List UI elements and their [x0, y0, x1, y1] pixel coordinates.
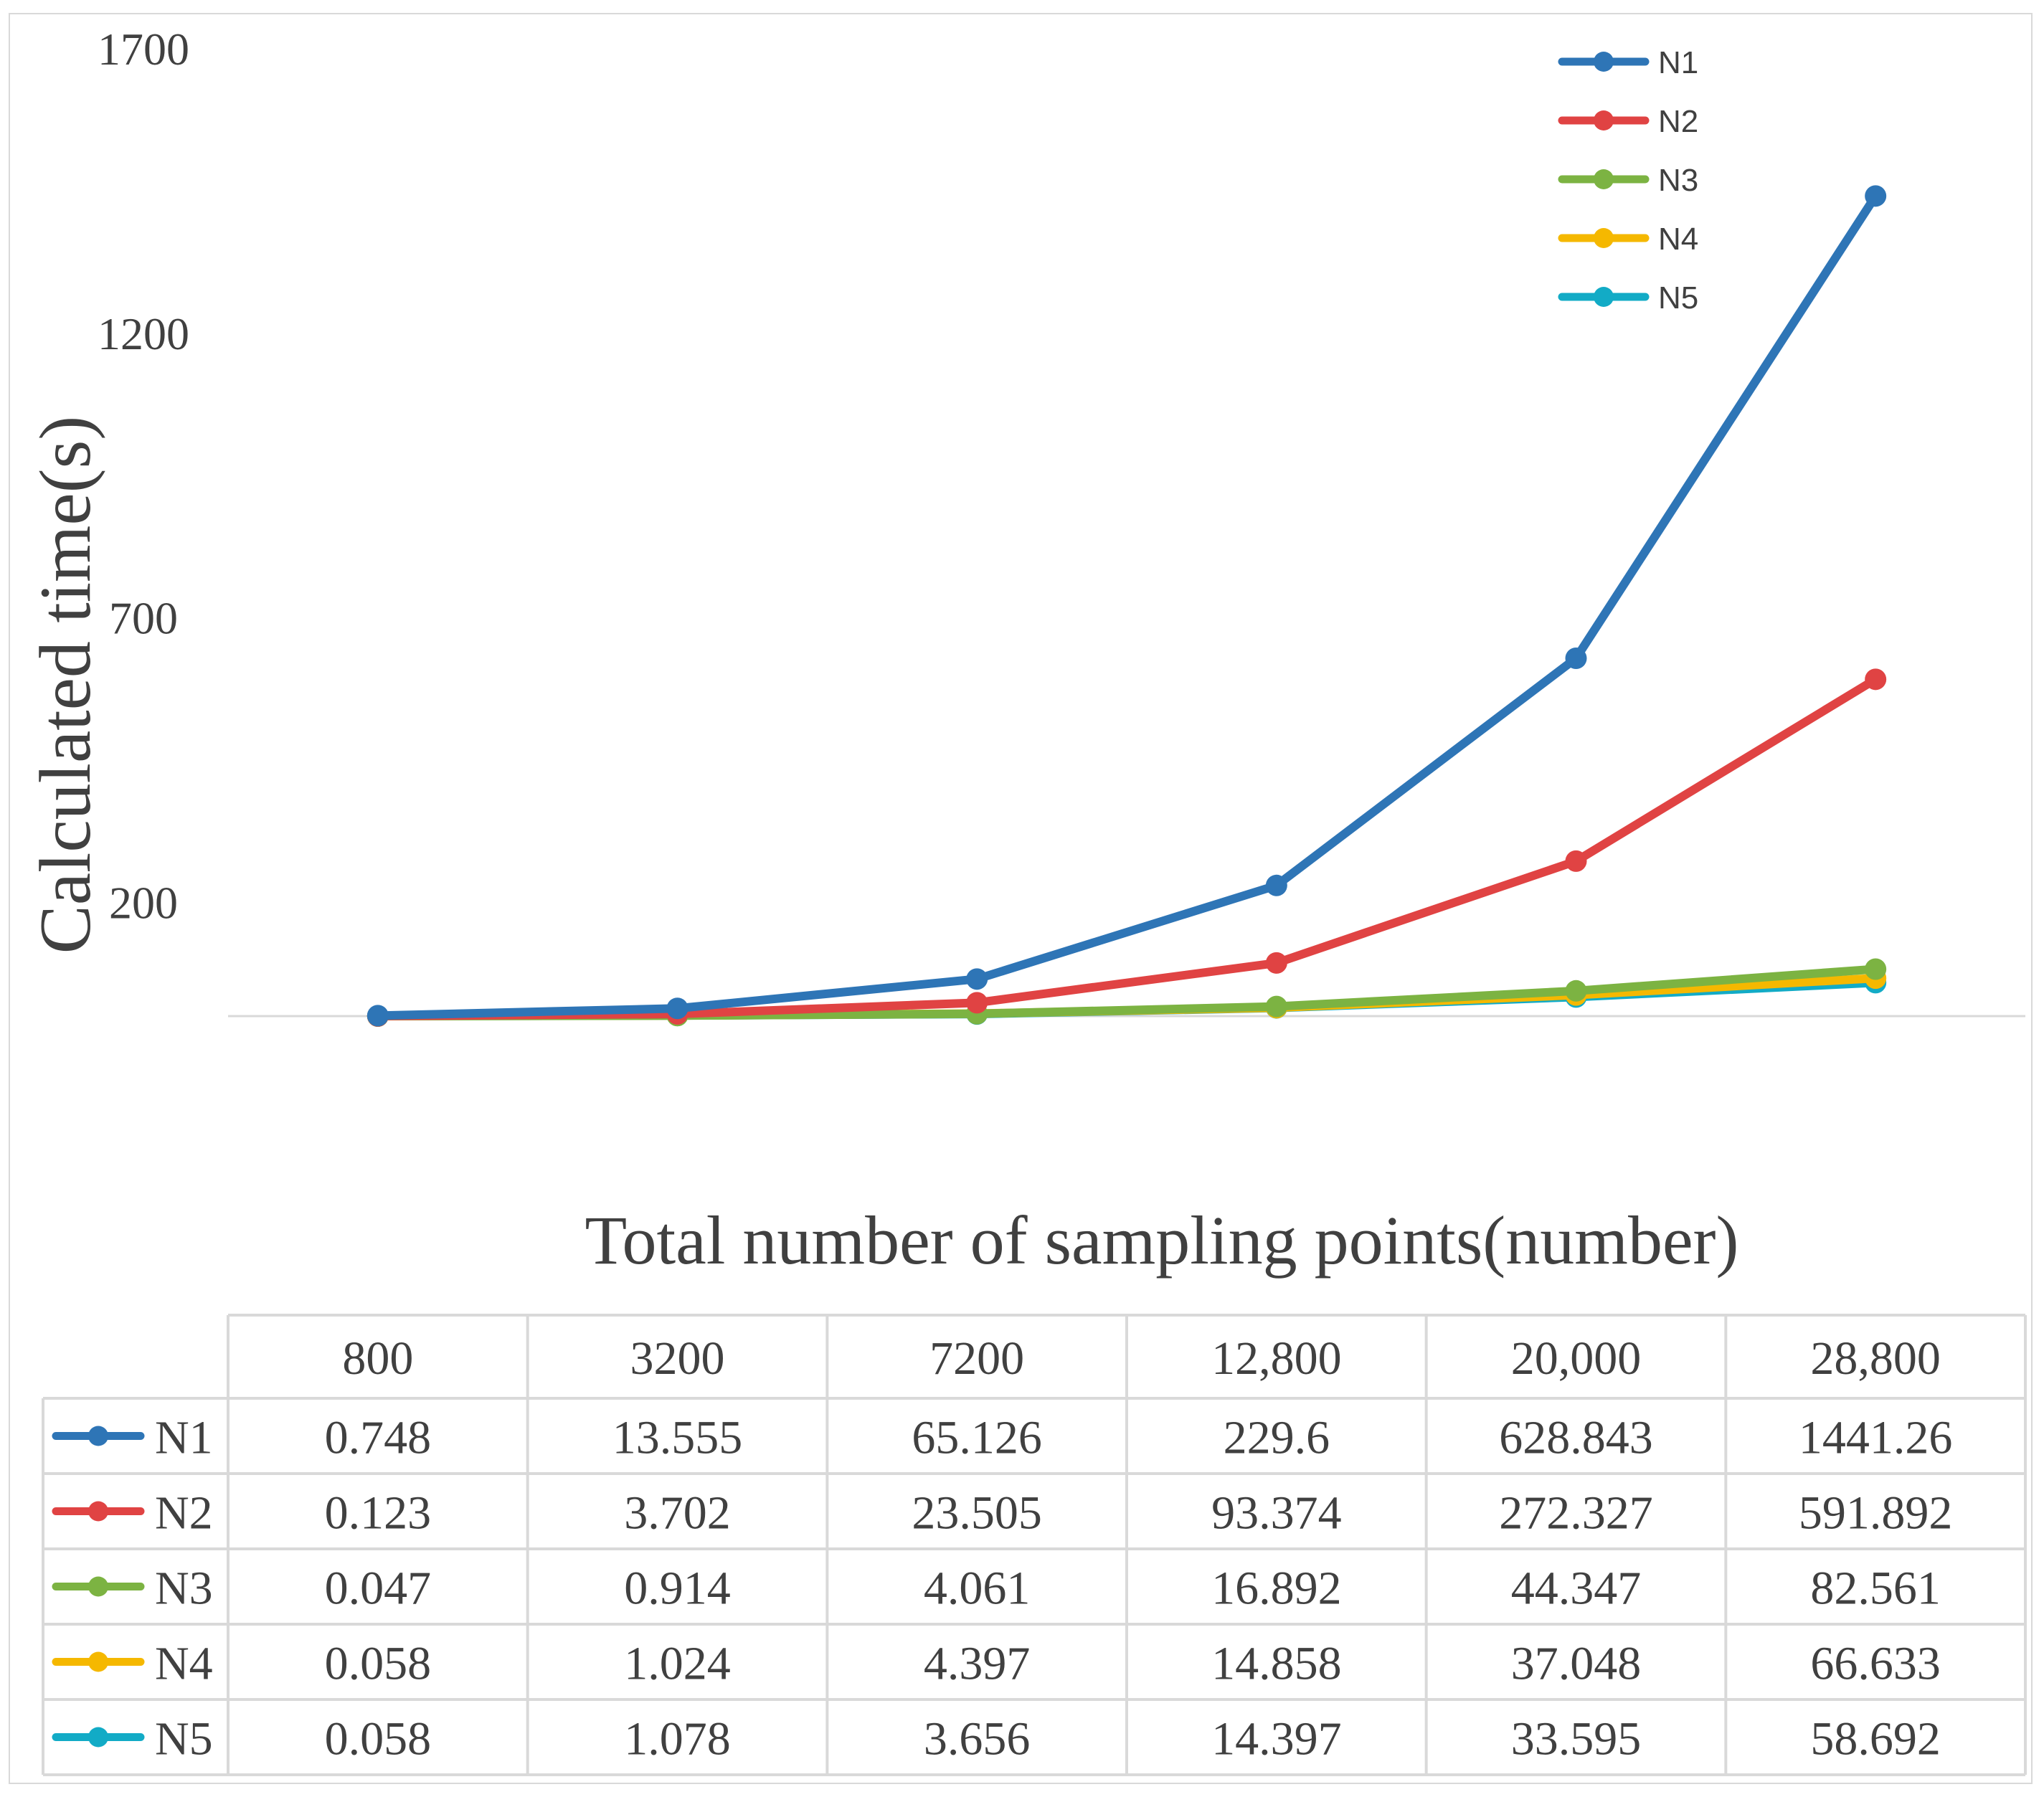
- y-tick-label-1200: 1200: [98, 308, 189, 359]
- table-cell-n2-5: 591.892: [1799, 1487, 1953, 1540]
- table-cell-n1-0: 0.748: [325, 1412, 432, 1464]
- table-cell-n4-1: 1.024: [624, 1638, 731, 1690]
- table-cell-n5-4: 33.595: [1511, 1713, 1642, 1765]
- table-cell-n5-3: 14.397: [1211, 1713, 1342, 1765]
- point-n2-3: [1265, 952, 1287, 974]
- table-row-label-n5: N5: [155, 1713, 213, 1765]
- y-axis-ticks: 1700 1200 700 200: [98, 24, 189, 928]
- table-key-marker-n2: [88, 1501, 108, 1522]
- legend: N1 N2 N3 N4 N5: [1558, 45, 1698, 316]
- table-header-0: 800: [342, 1332, 413, 1385]
- table-cell-n2-2: 23.505: [912, 1487, 1042, 1540]
- data-table: 800 3200 7200 12,800 20,000 28,800 N1 0.748 13.5…: [42, 1314, 2027, 1776]
- point-n1-0: [366, 1005, 389, 1027]
- y-tick-label-200: 200: [109, 877, 178, 928]
- table-key-marker-n4: [88, 1651, 108, 1672]
- legend-marker-n4: [1594, 228, 1614, 248]
- point-n2-2: [966, 992, 988, 1014]
- table-row-label-n2: N2: [155, 1487, 213, 1540]
- legend-marker-n5: [1594, 287, 1614, 307]
- point-n3-5: [1865, 958, 1887, 980]
- table-cell-n2-3: 93.374: [1211, 1487, 1342, 1540]
- point-n3-3: [1265, 995, 1287, 1018]
- chart-frame: [9, 13, 2033, 1784]
- table-cell-n5-2: 3.656: [924, 1713, 1031, 1765]
- point-n1-3: [1265, 874, 1287, 896]
- table-cell-n3-1: 0.914: [624, 1563, 731, 1615]
- table-header-3: 12,800: [1211, 1332, 1342, 1385]
- table-cell-n1-3: 229.6: [1224, 1412, 1330, 1464]
- legend-marker-n2: [1594, 110, 1614, 131]
- table-header-2: 7200: [929, 1332, 1024, 1385]
- point-n2-4: [1565, 850, 1587, 872]
- legend-label-n1: N1: [1658, 45, 1698, 80]
- legend-label-n3: N3: [1658, 163, 1698, 198]
- table-header-4: 20,000: [1511, 1332, 1642, 1385]
- table-cell-n4-0: 0.058: [325, 1638, 432, 1690]
- table-cell-n2-4: 272.327: [1499, 1487, 1653, 1540]
- series-line-n2: [373, 675, 1880, 1020]
- table-cell-n4-5: 66.633: [1810, 1638, 1941, 1690]
- legend-marker-n3: [1594, 169, 1614, 189]
- table-cell-n4-3: 14.858: [1211, 1638, 1342, 1690]
- table-cell-n5-1: 1.078: [624, 1713, 731, 1765]
- table-cell-n1-4: 628.843: [1499, 1412, 1653, 1464]
- point-n1-4: [1565, 647, 1587, 669]
- y-axis-label: Calculated time(s): [25, 416, 106, 954]
- table-key-marker-n5: [88, 1727, 108, 1748]
- legend-label-n2: N2: [1658, 104, 1698, 139]
- table-cell-n1-2: 65.126: [912, 1412, 1042, 1464]
- table-cell-n4-2: 4.397: [924, 1638, 1031, 1690]
- table-cell-n5-5: 58.692: [1810, 1713, 1941, 1765]
- table-key-marker-n3: [88, 1576, 108, 1597]
- point-n3-4: [1565, 980, 1587, 1002]
- point-n2-5: [1865, 668, 1887, 691]
- table-key-marker-n1: [88, 1426, 108, 1446]
- table-cell-n3-2: 4.061: [924, 1563, 1031, 1615]
- table-cell-n3-3: 16.892: [1211, 1563, 1342, 1615]
- table-cell-n4-4: 37.048: [1511, 1638, 1642, 1690]
- table-cell-n3-5: 82.561: [1810, 1563, 1941, 1615]
- table-cell-n5-0: 0.058: [325, 1713, 432, 1765]
- table-row-label-n1: N1: [155, 1412, 213, 1464]
- table-row-label-n4: N4: [155, 1638, 213, 1690]
- y-tick-label-700: 700: [109, 593, 178, 644]
- point-n1-5: [1865, 185, 1887, 207]
- table-header-5: 28,800: [1810, 1332, 1941, 1385]
- table-row-label-n3: N3: [155, 1563, 213, 1615]
- table-cell-n3-4: 44.347: [1511, 1563, 1642, 1615]
- table-cell-n3-0: 0.047: [325, 1563, 432, 1615]
- point-n1-2: [966, 968, 988, 990]
- x-axis-label: Total number of sampling points(number): [585, 1202, 1739, 1279]
- y-tick-label-1700: 1700: [98, 24, 189, 75]
- legend-label-n5: N5: [1658, 280, 1698, 316]
- table-cell-n2-0: 0.123: [325, 1487, 432, 1540]
- series-line-n1: [373, 191, 1880, 1020]
- table-cell-n1-5: 1441.26: [1799, 1412, 1953, 1464]
- point-n1-1: [666, 997, 689, 1020]
- legend-label-n4: N4: [1658, 222, 1698, 257]
- table-cell-n2-1: 3.702: [624, 1487, 731, 1540]
- series-layer: [366, 185, 1887, 1027]
- table-cell-n1-1: 13.555: [612, 1412, 743, 1464]
- table-header-1: 3200: [630, 1332, 725, 1385]
- legend-marker-n1: [1594, 52, 1614, 72]
